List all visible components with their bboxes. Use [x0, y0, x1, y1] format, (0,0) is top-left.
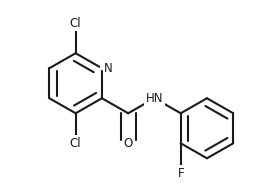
Text: Cl: Cl: [70, 17, 81, 30]
Text: Cl: Cl: [70, 137, 81, 150]
Text: O: O: [124, 137, 133, 150]
Text: F: F: [177, 167, 184, 180]
Text: N: N: [104, 62, 113, 75]
Text: HN: HN: [146, 92, 163, 105]
